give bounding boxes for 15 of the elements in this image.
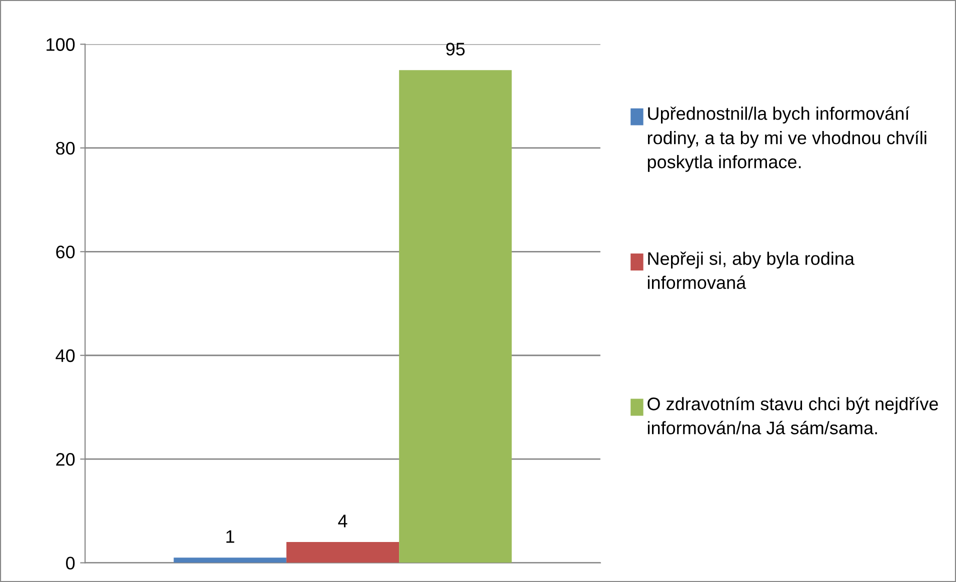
legend-label: Upřednostnil/la bych informování rodiny, a ta by mi ve vhodnou chvíli poskytla informace.: [648, 106, 926, 172]
y-tick-label: 60: [56, 246, 75, 258]
data-label: 1: [226, 530, 234, 543]
y-tick-label: 80: [56, 142, 75, 155]
bar: [399, 70, 512, 563]
legend-label: O zdravotním stavu chci být nejdříve informován/na Já sám/sama.: [648, 396, 938, 434]
bar: [174, 558, 286, 563]
y-tick-label: 40: [56, 349, 75, 362]
y-tick-label: 100: [46, 38, 75, 51]
data-label: 4: [338, 514, 348, 528]
legend-label: Nepřeji si, aby byla rodina informovaná: [648, 252, 854, 290]
y-tick-label: 20: [56, 453, 75, 466]
bar: [286, 542, 400, 563]
data-label: 95: [446, 42, 465, 56]
y-tick-label: 0: [66, 556, 75, 570]
